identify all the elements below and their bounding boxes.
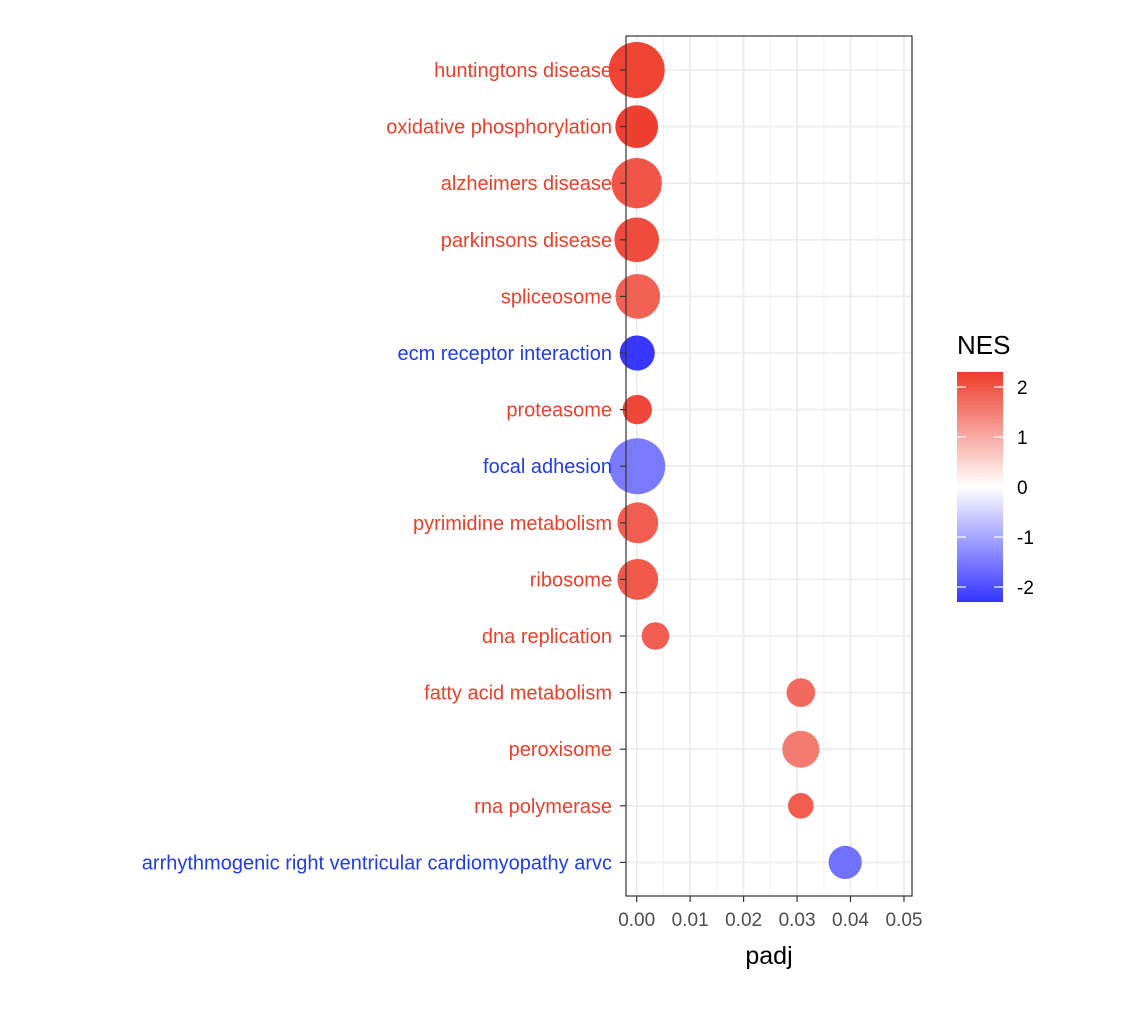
y-tick-label: ribosome: [530, 569, 612, 591]
y-tick-label: huntingtons disease: [434, 60, 612, 82]
grid-lines: [626, 36, 912, 896]
data-point: [622, 394, 652, 425]
y-tick-label: arrhythmogenic right ventricular cardiom…: [142, 852, 612, 874]
x-tick-label: 0.03: [779, 910, 816, 931]
y-tick-label: proteasome: [506, 400, 612, 422]
data-point: [615, 274, 661, 319]
x-tick-label: 0.01: [672, 910, 709, 931]
legend-tick-label: -2: [1017, 578, 1034, 599]
y-tick-label: alzheimers disease: [441, 173, 612, 195]
legend-tick-label: 0: [1017, 478, 1028, 499]
x-tick-label: 0.04: [832, 910, 869, 931]
data-point: [619, 335, 655, 371]
y-tick-label: parkinsons disease: [441, 230, 612, 252]
data-point: [617, 502, 659, 544]
x-tick-label: 0.00: [618, 910, 655, 931]
legend: NES 2 1 0 -1 -2: [957, 330, 1034, 602]
data-point: [609, 438, 666, 495]
y-tick-label: rna polymerase: [474, 796, 612, 818]
data-point: [617, 559, 659, 600]
y-tick-label: focal adhesion: [483, 456, 612, 478]
data-point: [641, 622, 670, 650]
x-axis-title: padj: [745, 942, 792, 970]
legend-title: NES: [957, 330, 1010, 360]
data-point: [828, 845, 862, 880]
y-tick-label: pyrimidine metabolism: [413, 513, 612, 535]
x-tick-label: 0.05: [885, 910, 922, 931]
data-point: [611, 158, 662, 209]
x-axis: 0.00 0.01 0.02 0.03 0.04 0.05 padj: [618, 896, 922, 970]
legend-tick-label: 1: [1017, 428, 1028, 449]
data-point: [782, 730, 820, 768]
y-tick-label: fatty acid metabolism: [424, 683, 612, 705]
y-tick-label: ecm receptor interaction: [397, 343, 612, 365]
data-point: [786, 678, 816, 707]
y-axis: huntingtons disease oxidative phosphoryla…: [142, 60, 626, 874]
y-tick-label: dna replication: [482, 626, 612, 648]
data-point: [608, 42, 665, 98]
data-point: [788, 793, 814, 819]
y-tick-label: oxidative phosphorylation: [386, 117, 612, 139]
x-tick-label: 0.02: [725, 910, 762, 931]
y-tick-label: peroxisome: [509, 739, 612, 761]
legend-tick-label: -1: [1017, 528, 1034, 549]
y-tick-label: spliceosome: [501, 286, 612, 308]
legend-tick-label: 2: [1017, 378, 1028, 399]
